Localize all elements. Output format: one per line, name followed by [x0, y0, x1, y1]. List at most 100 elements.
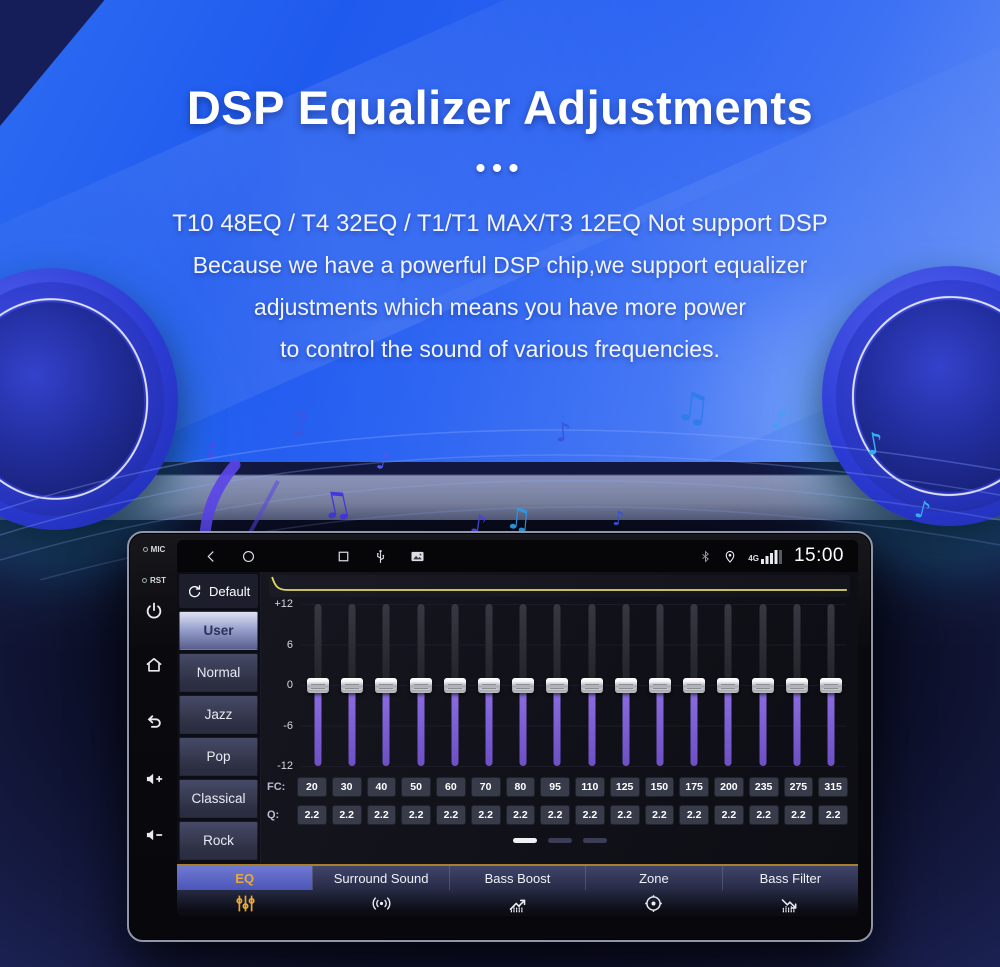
preset-rock[interactable]: Rock: [179, 821, 258, 860]
slider-fill: [793, 685, 801, 766]
fc-value[interactable]: 20: [297, 777, 327, 797]
slider-handle[interactable]: [785, 677, 808, 693]
slider-track: [827, 604, 835, 685]
eq-band-slider[interactable]: [745, 600, 779, 772]
q-value[interactable]: 2.2: [436, 805, 466, 825]
tab-surround-sound[interactable]: Surround Sound: [312, 866, 448, 890]
tab-bass-boost[interactable]: Bass Boost: [448, 866, 585, 890]
fc-value[interactable]: 235: [748, 777, 779, 797]
slider-handle[interactable]: [546, 677, 569, 693]
q-value[interactable]: 2.2: [714, 805, 744, 825]
eq-band-slider[interactable]: [404, 600, 438, 772]
q-value[interactable]: 2.2: [540, 805, 570, 825]
volume-down-icon[interactable]: [144, 825, 164, 845]
preset-normal[interactable]: Normal: [179, 653, 258, 692]
recents-nav-icon[interactable]: [335, 548, 352, 565]
q-value[interactable]: 2.2: [783, 805, 814, 825]
slider-handle[interactable]: [751, 677, 774, 693]
eq-band-slider[interactable]: [814, 600, 848, 772]
fc-value[interactable]: 40: [366, 777, 397, 797]
fc-value[interactable]: 275: [783, 777, 814, 797]
slider-handle[interactable]: [648, 677, 671, 693]
eq-band-slider[interactable]: [369, 600, 403, 772]
tab-bass-filter[interactable]: Bass Filter: [721, 866, 858, 890]
fc-value[interactable]: 110: [575, 777, 605, 797]
slider-handle[interactable]: [375, 677, 398, 693]
q-value[interactable]: 2.2: [331, 805, 362, 825]
fc-value[interactable]: 315: [818, 777, 848, 797]
preset-user[interactable]: User: [179, 611, 258, 650]
slider-handle[interactable]: [443, 677, 466, 693]
zone-target-icon[interactable]: [586, 890, 722, 916]
equalizer-sliders-icon[interactable]: [177, 890, 313, 916]
slider-handle[interactable]: [717, 677, 740, 693]
page-dot[interactable]: [582, 838, 607, 843]
fc-value[interactable]: 125: [609, 777, 640, 797]
q-value[interactable]: 2.2: [505, 805, 536, 825]
preset-jazz[interactable]: Jazz: [179, 695, 258, 734]
home-nav-icon[interactable]: [240, 548, 257, 565]
q-value[interactable]: 2.2: [470, 805, 501, 825]
slider-fill: [314, 685, 322, 766]
q-value[interactable]: 2.2: [818, 805, 848, 825]
slider-handle[interactable]: [614, 677, 637, 693]
surround-sound-icon[interactable]: [313, 890, 449, 916]
q-values: 2.2 2.2 2.2 2.2 2.2 2.2 2.2 2.2 2.2 2.2 2.2 2.2 2.2 2…: [297, 805, 848, 825]
eq-band-slider[interactable]: [301, 600, 335, 772]
fc-value[interactable]: 50: [401, 777, 431, 797]
slider-handle[interactable]: [512, 677, 535, 693]
fc-value[interactable]: 175: [679, 777, 709, 797]
slider-handle[interactable]: [819, 677, 842, 693]
slider-handle[interactable]: [307, 677, 330, 693]
page-dot[interactable]: [547, 838, 572, 843]
slider-handle[interactable]: [341, 677, 364, 693]
q-value[interactable]: 2.2: [297, 805, 327, 825]
fc-value[interactable]: 150: [644, 777, 675, 797]
volume-up-icon[interactable]: [144, 769, 164, 789]
fc-value[interactable]: 30: [331, 777, 362, 797]
eq-band-slider[interactable]: [335, 600, 369, 772]
fc-value[interactable]: 200: [714, 777, 744, 797]
tab-zone[interactable]: Zone: [585, 866, 721, 890]
fc-value[interactable]: 95: [540, 777, 570, 797]
preset-pop[interactable]: Pop: [179, 737, 258, 776]
eq-band-slider[interactable]: [711, 600, 745, 772]
slider-handle[interactable]: [683, 677, 706, 693]
q-value[interactable]: 2.2: [609, 805, 640, 825]
fc-value[interactable]: 60: [436, 777, 466, 797]
bass-boost-icon[interactable]: [449, 890, 585, 916]
page-dot[interactable]: [512, 838, 537, 843]
preset-classical[interactable]: Classical: [179, 779, 258, 818]
dashboard-ledge: [0, 462, 1000, 524]
eq-band-slider[interactable]: [609, 600, 643, 772]
tab-eq[interactable]: EQ: [177, 866, 313, 890]
q-value[interactable]: 2.2: [401, 805, 431, 825]
slider-fill: [451, 685, 459, 766]
slider-handle[interactable]: [478, 677, 501, 693]
q-value[interactable]: 2.2: [366, 805, 397, 825]
reset-default-button[interactable]: Default: [179, 574, 258, 608]
slider-handle[interactable]: [409, 677, 432, 693]
slider-fill: [622, 685, 630, 766]
slider-handle[interactable]: [580, 677, 603, 693]
power-icon[interactable]: [144, 601, 164, 621]
q-value[interactable]: 2.2: [748, 805, 779, 825]
fc-value[interactable]: 70: [470, 777, 501, 797]
eq-band-slider[interactable]: [540, 600, 574, 772]
q-value[interactable]: 2.2: [644, 805, 675, 825]
eq-band-slider[interactable]: [506, 600, 540, 772]
eq-band-slider[interactable]: [438, 600, 472, 772]
eq-band-slider[interactable]: [575, 600, 609, 772]
fc-value[interactable]: 80: [505, 777, 536, 797]
back-icon[interactable]: [144, 711, 164, 731]
eq-band-slider[interactable]: [780, 600, 814, 772]
eq-band-slider[interactable]: [677, 600, 711, 772]
eq-band-slider[interactable]: [643, 600, 677, 772]
home-icon[interactable]: [144, 655, 164, 675]
equalizer-panel: +12 6 0 -6 -12 FC: 20 30 40 50 60 70 80 95 110 125 150…: [261, 572, 858, 864]
back-nav-icon[interactable]: [203, 548, 220, 565]
q-value[interactable]: 2.2: [575, 805, 605, 825]
q-value[interactable]: 2.2: [679, 805, 709, 825]
bass-filter-icon[interactable]: [722, 890, 858, 916]
eq-band-slider[interactable]: [472, 600, 506, 772]
